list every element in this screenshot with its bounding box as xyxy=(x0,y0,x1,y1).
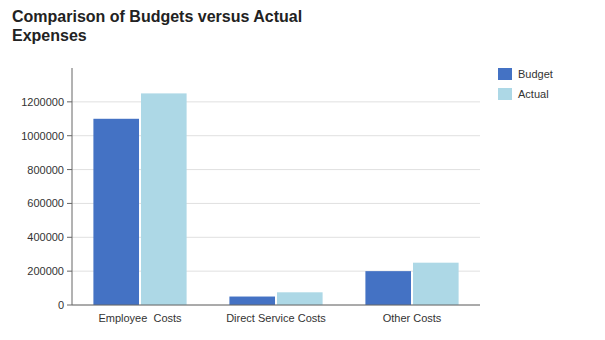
y-tick-label: 1000000 xyxy=(21,130,64,142)
bar xyxy=(93,119,139,305)
chart: Comparison of Budgets versus ActualExpen… xyxy=(0,0,605,340)
bars xyxy=(93,93,458,305)
y-tick-label: 600000 xyxy=(27,197,64,209)
bar xyxy=(229,297,275,305)
y-tick-label: 200000 xyxy=(27,265,64,277)
y-tick xyxy=(67,135,72,136)
y-tick-label: 0 xyxy=(58,299,64,311)
y-tick xyxy=(67,101,72,102)
y-tick-labels: 0 200000 400000 600000 800000 1000000 1200000 xyxy=(21,96,72,311)
grid-line xyxy=(72,101,480,102)
chart-title: Comparison of Budgets versus ActualExpen… xyxy=(12,8,302,44)
bar xyxy=(141,93,187,305)
y-axis-line xyxy=(72,68,73,305)
y-tick xyxy=(67,203,72,204)
y-tick xyxy=(67,271,72,272)
x-tick-labels: Employee Costs Direct Service Costs Other … xyxy=(98,312,441,324)
y-grid xyxy=(72,102,480,305)
x-axis-line xyxy=(72,305,480,306)
legend-label: Budget xyxy=(518,68,553,80)
y-tick xyxy=(67,237,72,238)
bar xyxy=(277,292,323,305)
bar xyxy=(413,263,459,305)
y-tick-label: 800000 xyxy=(27,164,64,176)
y-tick xyxy=(67,305,72,306)
y-tick-label: 1200000 xyxy=(21,96,64,108)
legend-swatch xyxy=(498,68,512,80)
legend-swatch xyxy=(498,88,512,100)
legend-label: Actual xyxy=(518,88,549,100)
bar xyxy=(365,271,411,305)
grid-line xyxy=(72,305,480,306)
x-tick-label: Employee Costs xyxy=(98,312,182,324)
y-tick xyxy=(67,169,72,170)
chart-container: Comparison of Budgets versus ActualExpen… xyxy=(0,0,605,340)
legend: Budget Actual xyxy=(498,68,553,100)
x-tick-label: Direct Service Costs xyxy=(226,312,326,324)
y-tick-label: 400000 xyxy=(27,231,64,243)
x-tick-label: Other Costs xyxy=(383,312,442,324)
